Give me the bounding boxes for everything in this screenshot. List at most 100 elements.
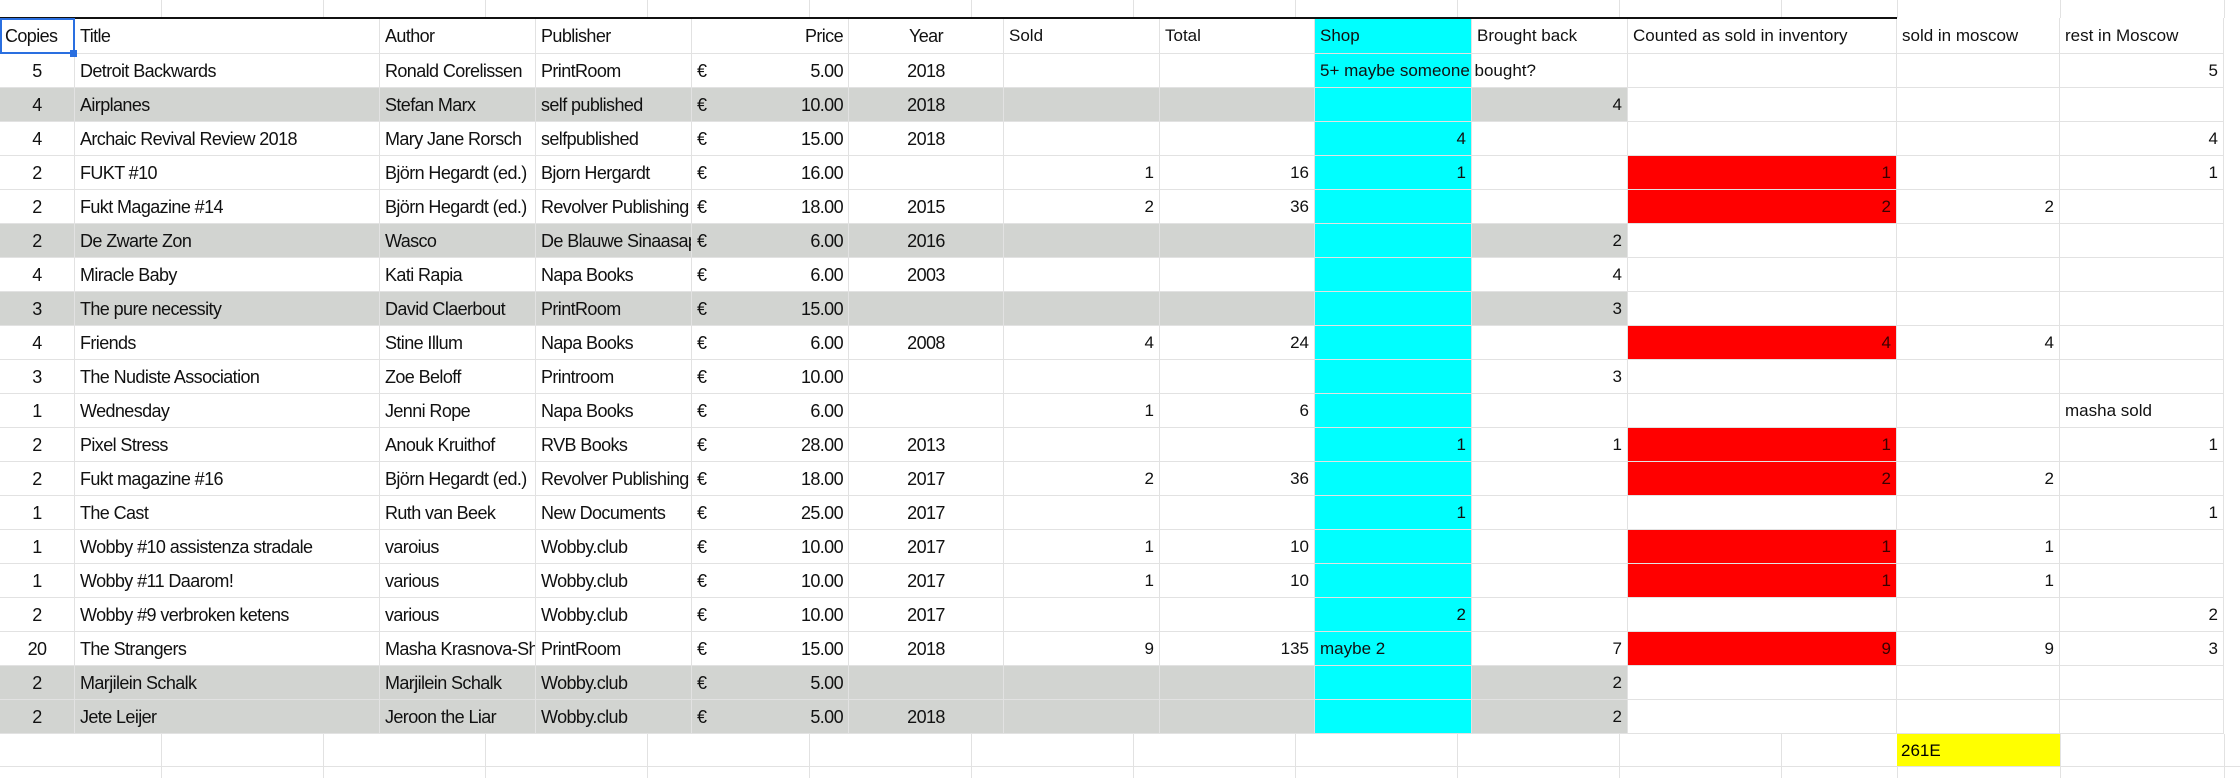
cell-publisher[interactable]: Bjorn Hergardt bbox=[536, 156, 692, 190]
cell-rest-moscow[interactable]: 1 bbox=[2060, 496, 2224, 530]
cell-counted[interactable]: 2 bbox=[1628, 462, 1897, 496]
column-header-title[interactable]: Title bbox=[75, 18, 380, 54]
cell-sold-moscow[interactable]: 4 bbox=[1897, 326, 2060, 360]
column-header-sold-moscow[interactable]: sold in moscow bbox=[1897, 18, 2060, 54]
cell-currency[interactable]: € bbox=[692, 428, 732, 462]
cell-title[interactable]: Miracle Baby bbox=[75, 258, 380, 292]
cell-copies[interactable]: 2 bbox=[0, 666, 75, 700]
cell-copies[interactable]: 4 bbox=[0, 122, 75, 156]
column-header-publisher[interactable]: Publisher bbox=[536, 18, 692, 54]
cell-title[interactable]: The Nudiste Association bbox=[75, 360, 380, 394]
cell-brought-back[interactable]: 2 bbox=[1472, 700, 1628, 734]
cell-year[interactable]: 2017 bbox=[849, 598, 1004, 632]
cell-currency[interactable]: € bbox=[692, 122, 732, 156]
cell-total[interactable] bbox=[1160, 292, 1315, 326]
cell-sold-moscow[interactable] bbox=[1897, 156, 2060, 190]
cell-author[interactable]: Marjilein Schalk bbox=[380, 666, 536, 700]
cell-author[interactable]: Jenni Rope bbox=[380, 394, 536, 428]
cell-brought-back[interactable] bbox=[1472, 122, 1628, 156]
cell-shop[interactable] bbox=[1315, 700, 1472, 734]
cell-publisher[interactable]: Wobby.club bbox=[536, 530, 692, 564]
cell-total[interactable] bbox=[1160, 54, 1315, 88]
cell-currency[interactable]: € bbox=[692, 462, 732, 496]
cell-counted[interactable]: 2 bbox=[1628, 190, 1897, 224]
cell-author[interactable]: Björn Hegardt (ed.) bbox=[380, 190, 536, 224]
cell-rest-moscow[interactable]: masha sold bbox=[2060, 394, 2224, 428]
cell-brought-back[interactable] bbox=[1472, 462, 1628, 496]
cell-sold[interactable] bbox=[1004, 598, 1160, 632]
cell-counted[interactable] bbox=[1628, 700, 1897, 734]
cell-title[interactable]: Archaic Revival Review 2018 bbox=[75, 122, 380, 156]
cell-brought-back[interactable]: 4 bbox=[1472, 88, 1628, 122]
cell-author[interactable]: Björn Hegardt (ed.) bbox=[380, 462, 536, 496]
cell-sold[interactable]: 9 bbox=[1004, 632, 1160, 666]
cell-year[interactable] bbox=[849, 394, 1004, 428]
cell-rest-moscow[interactable]: 4 bbox=[2060, 122, 2224, 156]
cell-brought-back[interactable]: 4 bbox=[1472, 258, 1628, 292]
cell-sold[interactable] bbox=[1004, 360, 1160, 394]
cell-price[interactable]: 18.00 bbox=[732, 190, 849, 224]
cell-price[interactable]: 10.00 bbox=[732, 564, 849, 598]
cell-title[interactable]: Jete Leijer bbox=[75, 700, 380, 734]
cell-copies[interactable]: 1 bbox=[0, 530, 75, 564]
cell-shop[interactable]: 1 bbox=[1315, 156, 1472, 190]
cell-year[interactable]: 2018 bbox=[849, 88, 1004, 122]
cell-brought-back[interactable] bbox=[1472, 496, 1628, 530]
cell-author[interactable]: Masha Krasnova-Shabaeva bbox=[380, 632, 536, 666]
cell-title[interactable]: Friends bbox=[75, 326, 380, 360]
cell-copies[interactable]: 4 bbox=[0, 258, 75, 292]
cell-copies[interactable]: 3 bbox=[0, 292, 75, 326]
cell-sold[interactable]: 4 bbox=[1004, 326, 1160, 360]
cell-price[interactable]: 15.00 bbox=[732, 292, 849, 326]
cell-copies[interactable]: 2 bbox=[0, 462, 75, 496]
cell-currency[interactable]: € bbox=[692, 292, 732, 326]
cell-publisher[interactable]: Revolver Publishing bbox=[536, 190, 692, 224]
column-header-copies[interactable]: Copies bbox=[0, 18, 75, 54]
cell-brought-back[interactable] bbox=[1472, 530, 1628, 564]
cell-total[interactable]: 16 bbox=[1160, 156, 1315, 190]
column-header-sold[interactable]: Sold bbox=[1004, 18, 1160, 54]
cell-year[interactable]: 2017 bbox=[849, 530, 1004, 564]
cell-title[interactable]: De Zwarte Zon bbox=[75, 224, 380, 258]
cell-sold-moscow[interactable]: 1 bbox=[1897, 564, 2060, 598]
cell-currency[interactable]: € bbox=[692, 326, 732, 360]
column-header-author[interactable]: Author bbox=[380, 18, 536, 54]
cell-title[interactable]: Pixel Stress bbox=[75, 428, 380, 462]
column-header-total[interactable]: Total bbox=[1160, 18, 1315, 54]
cell-publisher[interactable]: Wobby.club bbox=[536, 598, 692, 632]
cell-brought-back[interactable]: 3 bbox=[1472, 360, 1628, 394]
cell-year[interactable]: 2008 bbox=[849, 326, 1004, 360]
cell-publisher[interactable]: self published bbox=[536, 88, 692, 122]
cell-author[interactable]: Björn Hegardt (ed.) bbox=[380, 156, 536, 190]
cell-brought-back[interactable]: 3 bbox=[1472, 292, 1628, 326]
cell-currency[interactable]: € bbox=[692, 224, 732, 258]
cell-shop[interactable]: maybe 2 bbox=[1315, 632, 1472, 666]
cell-sold[interactable] bbox=[1004, 88, 1160, 122]
cell-sold-moscow[interactable] bbox=[1897, 224, 2060, 258]
cell-sold[interactable] bbox=[1004, 428, 1160, 462]
cell-copies[interactable]: 2 bbox=[0, 700, 75, 734]
cell-shop[interactable] bbox=[1315, 190, 1472, 224]
cell-shop[interactable] bbox=[1315, 224, 1472, 258]
cell-currency[interactable]: € bbox=[692, 666, 732, 700]
cell-total[interactable]: 135 bbox=[1160, 632, 1315, 666]
cell-title[interactable]: Wobby #11 Daarom! bbox=[75, 564, 380, 598]
cell-counted[interactable] bbox=[1628, 360, 1897, 394]
cell-total[interactable] bbox=[1160, 360, 1315, 394]
cell-title[interactable]: Fukt Magazine #14 bbox=[75, 190, 380, 224]
cell-author[interactable]: Stefan Marx bbox=[380, 88, 536, 122]
cell-shop[interactable] bbox=[1315, 88, 1472, 122]
cell-copies[interactable]: 2 bbox=[0, 598, 75, 632]
cell-rest-moscow[interactable] bbox=[2060, 666, 2224, 700]
cell-counted[interactable]: 1 bbox=[1628, 530, 1897, 564]
cell-rest-moscow[interactable]: 5 bbox=[2060, 54, 2224, 88]
cell-brought-back[interactable] bbox=[1472, 156, 1628, 190]
cell-brought-back[interactable]: 1 bbox=[1472, 428, 1628, 462]
cell-title[interactable]: Airplanes bbox=[75, 88, 380, 122]
column-header-price[interactable]: Price bbox=[732, 18, 849, 54]
cell-shop[interactable] bbox=[1315, 326, 1472, 360]
cell-shop[interactable] bbox=[1315, 564, 1472, 598]
cell-rest-moscow[interactable] bbox=[2060, 190, 2224, 224]
cell-price[interactable]: 10.00 bbox=[732, 530, 849, 564]
cell-sold[interactable]: 2 bbox=[1004, 462, 1160, 496]
